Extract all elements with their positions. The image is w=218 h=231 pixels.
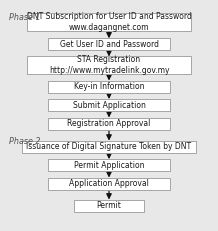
Text: Registration Approval: Registration Approval	[67, 119, 151, 128]
Text: Key-in Information: Key-in Information	[74, 82, 144, 91]
FancyBboxPatch shape	[27, 13, 191, 30]
Text: Phase 2: Phase 2	[9, 137, 40, 146]
Text: DNT Subscription for User ID and Password
www.dagangnet.com: DNT Subscription for User ID and Passwor…	[27, 12, 191, 32]
FancyBboxPatch shape	[48, 81, 170, 93]
FancyBboxPatch shape	[48, 38, 170, 50]
FancyBboxPatch shape	[74, 200, 144, 212]
FancyBboxPatch shape	[48, 99, 170, 111]
Text: Permit: Permit	[97, 201, 121, 210]
FancyBboxPatch shape	[48, 159, 170, 171]
Text: Application Approval: Application Approval	[69, 179, 149, 188]
FancyBboxPatch shape	[48, 178, 170, 190]
FancyBboxPatch shape	[48, 118, 170, 130]
Text: Permit Application: Permit Application	[74, 161, 144, 170]
Text: Issuance of Digital Signature Token by DNT: Issuance of Digital Signature Token by D…	[26, 142, 192, 151]
FancyBboxPatch shape	[22, 141, 196, 153]
Text: STA Registration
http://www.mytradelink.gov.my: STA Registration http://www.mytradelink.…	[49, 55, 169, 75]
Text: Submit Application: Submit Application	[73, 101, 145, 109]
FancyBboxPatch shape	[27, 57, 191, 74]
Text: Phase 1: Phase 1	[9, 13, 40, 22]
Text: Get User ID and Password: Get User ID and Password	[60, 40, 158, 49]
